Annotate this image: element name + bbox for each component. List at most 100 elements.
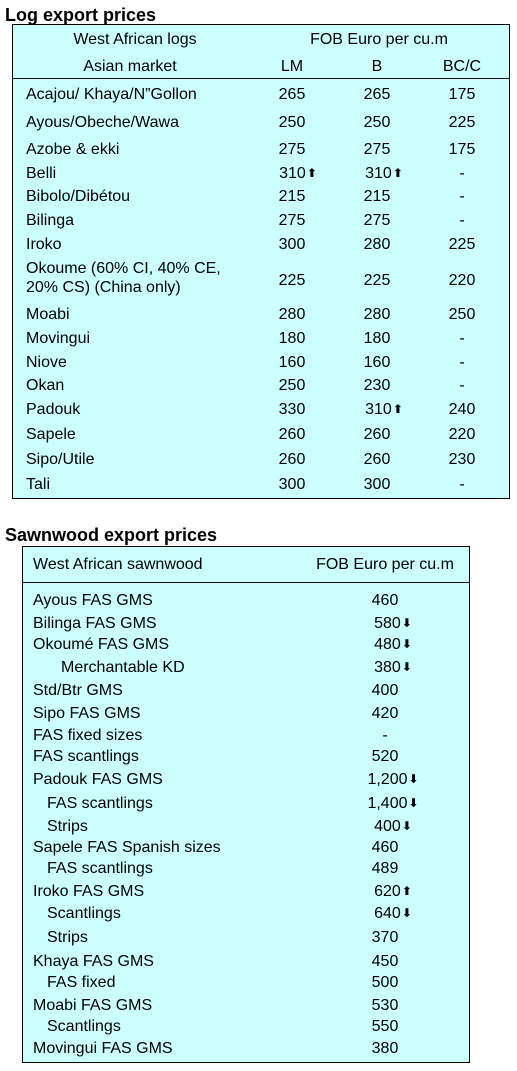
log-price-bcc-value: - <box>459 188 465 205</box>
log-price-bcc: 230 <box>449 451 476 469</box>
log-price-bcc-value: 250 <box>448 306 476 323</box>
log-species-name: Acajou/ Khaya/N”Gollon <box>26 86 197 104</box>
log-price-lm-value: 160 <box>278 354 306 371</box>
log-price-bcc: 220 <box>449 272 476 290</box>
log-species-name-line: Padouk <box>26 401 81 418</box>
log-price-lm: 215 <box>279 188 306 206</box>
sawn-price-value: 580 <box>374 615 401 632</box>
log-price-b-value: 250 <box>363 114 391 131</box>
sawn-product-name: Iroko FAS GMS <box>33 883 145 900</box>
log-price-b-value: 160 <box>363 354 391 371</box>
log-price-lm: 260 <box>279 451 306 469</box>
log-price-b: 300 <box>364 476 391 494</box>
sawn-price: 400⬇ <box>374 818 412 836</box>
sawn-product-name: Scantlings <box>47 1018 121 1035</box>
log-species-name-line: Tali <box>26 476 51 493</box>
log-species-name-line: Okoume (60% CI, 40% CE, <box>26 260 221 277</box>
log-price-bcc-value: 230 <box>448 451 476 468</box>
log-price-bcc: - <box>459 330 464 348</box>
log-price-bcc-value: - <box>459 476 465 493</box>
sawn-price-value: 400 <box>371 682 399 699</box>
log-header-origin: West African logs <box>73 31 197 48</box>
trend-up-arrow-icon: ⬆ <box>392 166 403 180</box>
sawn-price: 520 <box>372 748 399 766</box>
log-species-name-line: Sapele <box>26 426 76 443</box>
log-price-lm-value: 265 <box>278 86 306 103</box>
log-price-lm: 180 <box>279 330 306 348</box>
trend-up-arrow-icon: ⬆ <box>306 166 317 180</box>
log-price-lm: 250 <box>279 377 306 395</box>
sawn-product-name: Scantlings <box>47 905 121 922</box>
log-price-b: 265 <box>364 86 391 104</box>
trend-down-arrow-icon: ⬇ <box>401 906 412 920</box>
sawn-price-value: 460 <box>371 592 399 609</box>
sawn-product-name: FAS fixed <box>47 974 116 991</box>
log-price-b: 250 <box>364 114 391 132</box>
log-price-bcc: - <box>459 377 464 395</box>
log-price-lm: 300 <box>279 476 306 494</box>
log-price-lm: 225 <box>279 272 306 290</box>
sawn-product-name: Padouk FAS GMS <box>33 771 163 788</box>
sawn-price-value: 460 <box>371 839 399 856</box>
sawn-product-name: Okoumé FAS GMS <box>33 636 170 653</box>
log-price-b-value: 265 <box>363 86 391 103</box>
sawn-price: 620⬆ <box>374 883 412 901</box>
sawn-price-value: 520 <box>371 748 399 765</box>
log-species-name-line: Belli <box>26 165 57 182</box>
sawn-price-value: 420 <box>371 705 399 722</box>
sawn-price: 640⬇ <box>374 905 412 923</box>
sawn-price: 460 <box>372 839 399 857</box>
log-price-bcc: - <box>459 212 464 230</box>
sawn-header-origin: West African sawnwood <box>33 556 203 573</box>
log-price-bcc-value: 175 <box>448 141 476 158</box>
trend-down-arrow-icon: ⬇ <box>408 772 419 786</box>
sawn-product-name: Strips <box>47 818 88 835</box>
log-price-bcc-value: - <box>459 330 465 347</box>
log-species-name: Bibolo/Dibétou <box>26 188 130 206</box>
log-price-bcc-value: - <box>459 377 465 394</box>
log-prices-table: West African logs FOB Euro per cu.m Asia… <box>12 24 510 499</box>
log-price-bcc-value: - <box>459 212 465 229</box>
trend-up-arrow-icon: ⬆ <box>401 884 412 898</box>
log-price-lm: 275 <box>279 141 306 159</box>
log-price-bcc-value: 240 <box>448 401 476 418</box>
log-species-name: Movingui <box>26 330 90 348</box>
log-header-bcc: BC/C <box>442 58 482 75</box>
log-price-lm-value: 260 <box>278 451 306 468</box>
sawn-product-name: Ayous FAS GMS <box>33 592 153 609</box>
log-price-b: 260 <box>364 426 391 444</box>
log-price-bcc: 175 <box>449 86 476 104</box>
log-price-lm: 280 <box>279 306 306 324</box>
log-price-bcc-value: 220 <box>448 426 476 443</box>
log-species-name-line: Iroko <box>26 236 62 253</box>
sawn-price-value: 380 <box>371 1040 399 1057</box>
log-price-b: 275 <box>364 212 391 230</box>
log-species-name-line: Acajou/ Khaya/N”Gollon <box>26 86 197 103</box>
sawn-price-value: 500 <box>371 974 399 991</box>
log-price-lm: 300 <box>279 236 306 254</box>
log-price-bcc-value: - <box>459 354 465 371</box>
log-price-bcc: 225 <box>449 236 476 254</box>
log-price-b-value: 300 <box>363 476 391 493</box>
log-price-bcc: 220 <box>449 426 476 444</box>
log-price-bcc: 225 <box>449 114 476 132</box>
sawn-price: 500 <box>372 974 399 992</box>
log-price-bcc: - <box>459 354 464 372</box>
log-price-lm: 265 <box>279 86 306 104</box>
log-price-lm: 330 <box>279 401 306 419</box>
sawn-price-value: 550 <box>371 1018 399 1035</box>
log-price-b-value: 215 <box>363 188 391 205</box>
log-price-bcc: 250 <box>449 306 476 324</box>
log-price-lm-value: 260 <box>278 426 306 443</box>
sawn-price-value: - <box>382 727 388 744</box>
log-price-lm: 160 <box>279 354 306 372</box>
sawn-price: 370 <box>372 929 399 947</box>
log-price-b-value: 310 <box>365 165 392 182</box>
log-price-bcc: 175 <box>449 141 476 159</box>
trend-down-arrow-icon: ⬇ <box>401 637 412 651</box>
sawn-price-value: 640 <box>374 905 401 922</box>
log-species-name-line: 20% CS) (China only) <box>26 279 181 296</box>
sawn-price-value: 1,200 <box>367 771 408 788</box>
sawn-product-name: FAS scantlings <box>47 860 153 877</box>
sawn-product-name: Khaya FAS GMS <box>33 953 154 970</box>
